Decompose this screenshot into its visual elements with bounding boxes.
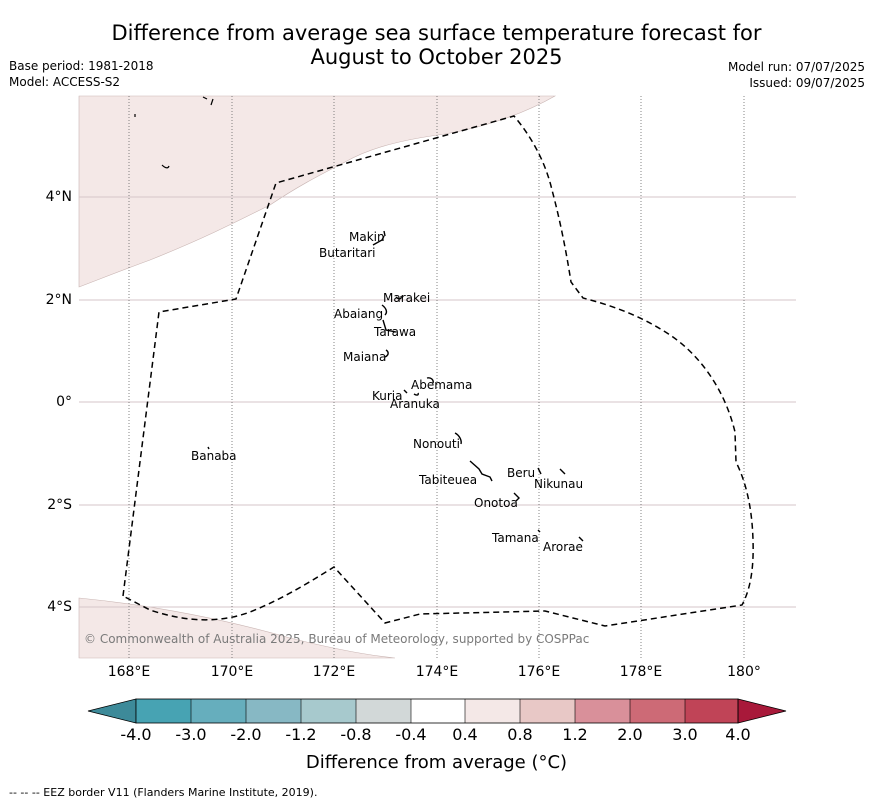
meta-right: Model run: 07/07/2025 Issued: 09/07/2025 — [728, 59, 865, 91]
island-shape-nonouti — [454, 432, 462, 445]
island-shape-beru — [537, 467, 542, 475]
island-shape-tamana — [537, 529, 541, 533]
colorbar-swatch — [465, 699, 520, 723]
island-shape-tabiteuea — [469, 460, 493, 482]
island-label: Nonouti — [413, 437, 460, 451]
colorbar-swatch — [356, 699, 411, 723]
colorbar-tick: 3.0 — [672, 725, 698, 744]
colorbar-swatch — [520, 699, 575, 723]
island-label: Beru — [507, 466, 535, 480]
colorbar-extend-high — [737, 698, 787, 724]
island-label: Nikunau — [534, 477, 583, 491]
island-label: Tarawa — [373, 325, 416, 339]
lon-label: 174°E — [415, 664, 459, 680]
island-shape-onotoa — [513, 492, 520, 502]
eez-legend-note: -- -- -- EEZ border V11 (Flanders Marine… — [9, 786, 318, 799]
lon-label: 176°E — [517, 664, 561, 680]
latitude-gridlines — [79, 196, 796, 608]
map-title: Difference from average sea surface temp… — [0, 21, 873, 69]
lat-label: 4°N — [45, 189, 72, 205]
colorbar-tick: 0.8 — [507, 725, 533, 744]
issued-date: Issued: 09/07/2025 — [749, 76, 865, 90]
island-shape-butaritari — [372, 235, 385, 246]
colorbar-tick: -2.0 — [230, 725, 262, 744]
island-label: Maiana — [343, 350, 386, 364]
lon-label: 180° — [727, 664, 761, 680]
island-shape-abaiang — [381, 304, 388, 316]
island-outlines — [207, 230, 584, 542]
colorbar-tick: -0.4 — [395, 725, 427, 744]
lat-label: 2°S — [47, 497, 72, 513]
lon-label: 172°E — [312, 664, 356, 680]
colorbar-tick: 0.4 — [452, 725, 478, 744]
island-label: Aranuka — [390, 397, 440, 411]
colorbar-tick: 1.2 — [562, 725, 588, 744]
island-shape-makin — [383, 230, 386, 237]
title-line-1: Difference from average sea surface temp… — [111, 21, 762, 45]
island-label: Arorae — [543, 540, 583, 554]
anomaly-fill-south — [78, 597, 396, 659]
eez-border — [122, 115, 754, 627]
base-period: Base period: 1981-2018 — [9, 59, 154, 73]
lon-label: 170°E — [210, 664, 254, 680]
island-label: Tabiteuea — [418, 473, 477, 487]
island-labels: Makin Butaritari Marakei Abaiang Tarawa … — [191, 230, 583, 554]
colorbar-tick: -0.8 — [340, 725, 372, 744]
island-label: Onotoa — [474, 496, 518, 510]
colorbar-tick: -3.0 — [175, 725, 207, 744]
colorbar-tick: 2.0 — [617, 725, 643, 744]
model-run: Model run: 07/07/2025 — [727, 60, 865, 74]
lat-label: 0° — [56, 394, 72, 410]
island-label: Abaiang — [334, 307, 383, 321]
island-label: Kuria — [372, 389, 403, 403]
colorbar-swatch — [246, 699, 301, 723]
colorbar-label: Difference from average (°C) — [305, 752, 568, 773]
colorbar-swatch — [630, 699, 685, 723]
island-label: Banaba — [191, 449, 237, 463]
colorbar-swatch — [136, 699, 191, 723]
coastline-marks — [134, 96, 214, 169]
island-shape-nikunau — [559, 468, 566, 475]
island-shape-banaba — [207, 446, 210, 450]
title-line-2: August to October 2025 — [310, 45, 563, 69]
copyright-note: © Commonwealth of Australia 2025, Bureau… — [84, 632, 590, 646]
island-shape-tarawa — [382, 319, 397, 333]
island-shape-arorae — [578, 536, 584, 542]
colorbar-extend-low — [87, 698, 137, 724]
island-label: Makin — [349, 230, 385, 244]
island-label: Marakei — [383, 291, 430, 305]
lat-label: 4°S — [47, 599, 72, 615]
colorbar-swatch — [685, 699, 738, 723]
island-shape-aranuka — [413, 392, 419, 396]
colorbar-swatch — [575, 699, 630, 723]
longitude-gridlines — [128, 96, 745, 658]
island-label: Butaritari — [319, 246, 376, 260]
colorbar-tick: -1.2 — [285, 725, 317, 744]
colorbar-swatch — [191, 699, 246, 723]
colorbar-tick: -4.0 — [120, 725, 152, 744]
lon-label: 178°E — [619, 664, 663, 680]
colorbar-tick: 4.0 — [725, 725, 751, 744]
island-label: Abemama — [411, 378, 472, 392]
lat-label: 2°N — [45, 292, 72, 308]
meta-left: Base period: 1981-2018 Model: ACCESS-S2 — [9, 58, 154, 90]
colorbar — [87, 698, 787, 724]
island-label: Tamana — [491, 531, 539, 545]
island-shape-maiana — [384, 349, 389, 358]
island-shape-marakei — [395, 295, 402, 300]
lon-label: 168°E — [107, 664, 151, 680]
model-name: Model: ACCESS-S2 — [9, 75, 121, 89]
island-shape-abemama — [426, 377, 434, 384]
island-shape-kuria — [403, 389, 408, 394]
colorbar-swatch — [301, 699, 356, 723]
colorbar-swatch — [411, 699, 465, 723]
